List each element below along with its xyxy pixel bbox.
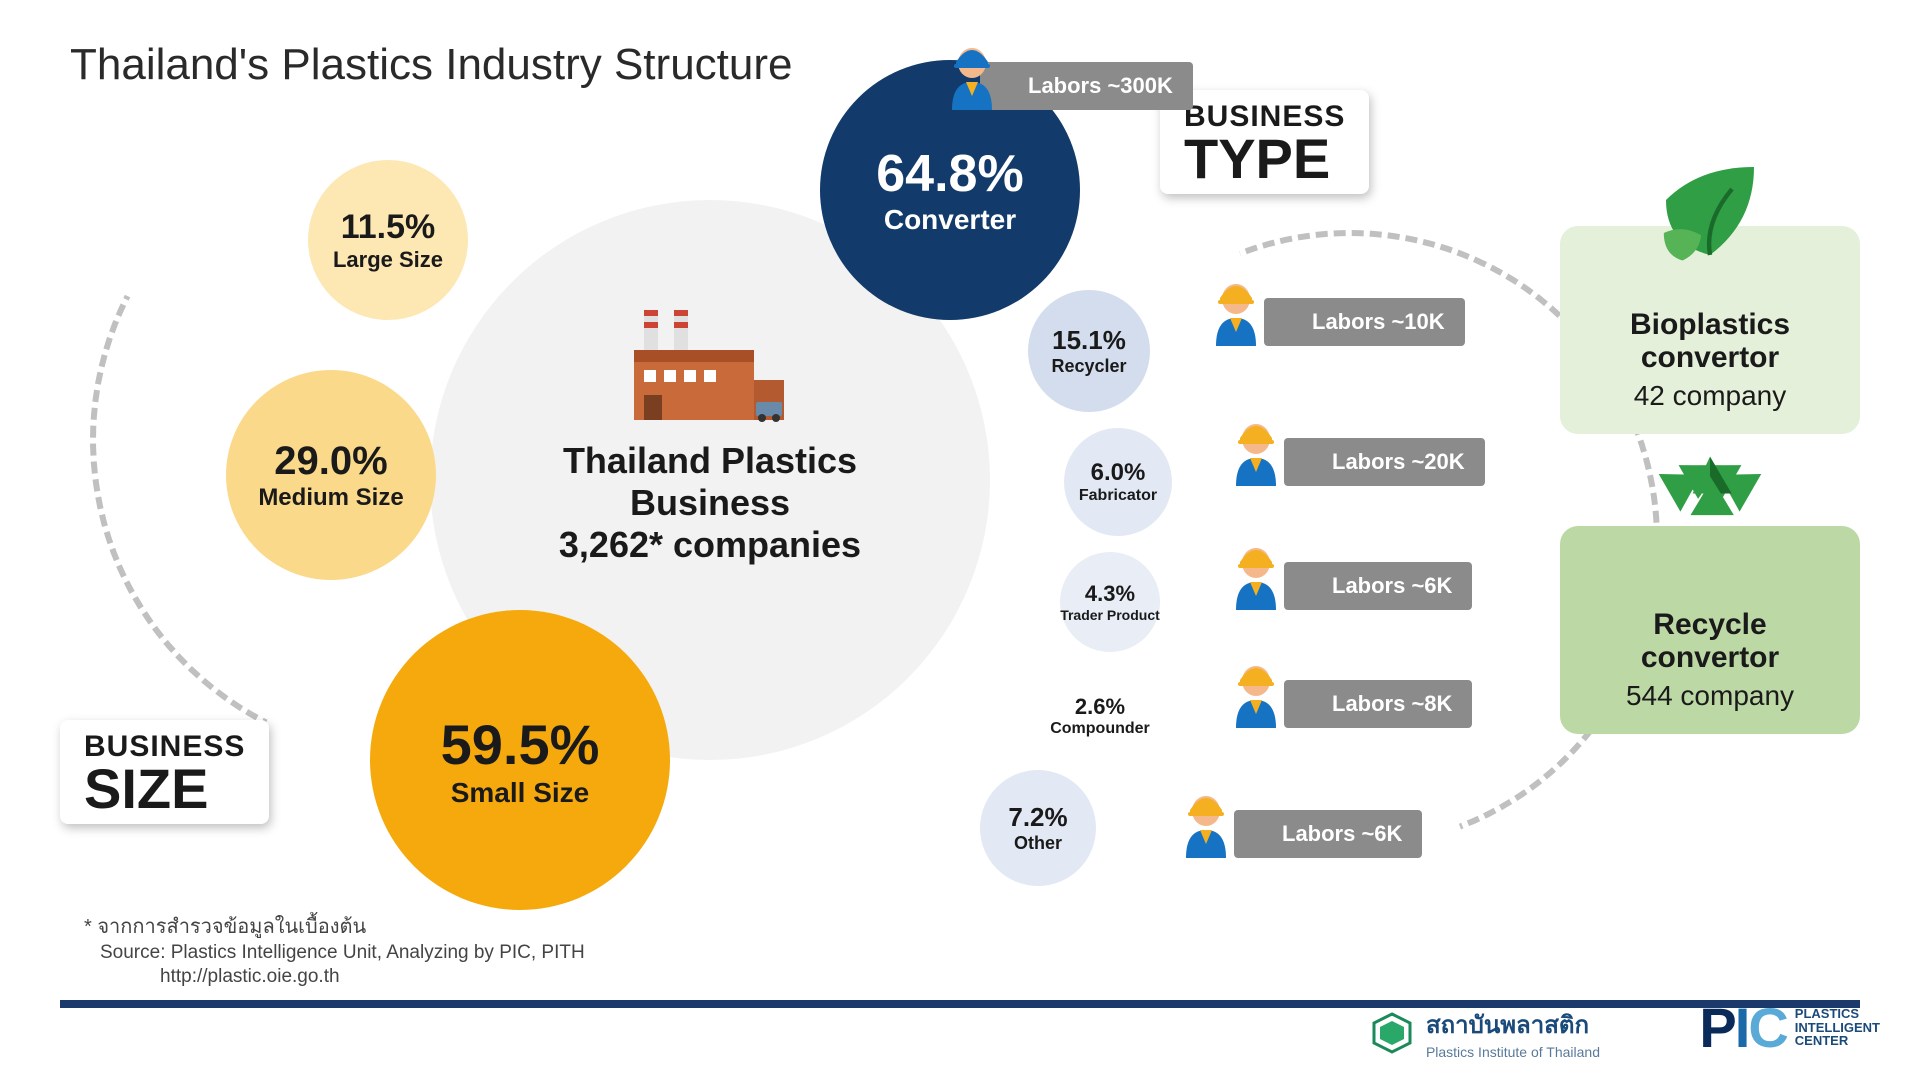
source-line1: Source: Plastics Intelligence Unit, Anal… — [100, 942, 585, 964]
bsize-h2: SIZE — [84, 764, 245, 814]
bubble-pct: 4.3% — [1085, 581, 1135, 607]
pic-wordmark: PIC — [1699, 995, 1786, 1060]
infographic-stage: Thailand's Plastics Industry Structure T… — [0, 0, 1920, 1080]
labor-tag: Labors ~20K — [1284, 438, 1485, 486]
logo-a-line1: สถาบันพลาสติก — [1426, 1005, 1600, 1044]
worker-icon — [1226, 416, 1286, 486]
bubble-compounder: 2.6% Compounder — [1050, 666, 1150, 766]
worker-icon — [1206, 276, 1266, 346]
hex-icon — [1370, 1011, 1414, 1055]
green-title1: Recycle — [1576, 608, 1844, 641]
labor-tag: Labors ~6K — [1284, 562, 1472, 610]
center-line3: 3,262* companies — [500, 524, 920, 566]
bubble-pct: 15.1% — [1052, 325, 1126, 356]
bubble-fabricator: 6.0% Fabricator — [1064, 428, 1172, 536]
worker-icon — [1176, 788, 1236, 858]
labor-tag: Labors ~6K — [1234, 810, 1422, 858]
pic-subtitle: PLASTICSINTELLIGENTCENTER — [1795, 1007, 1880, 1048]
labor-tag: Labors ~10K — [1264, 298, 1465, 346]
worker-icon — [1226, 658, 1286, 728]
bubble-label: Fabricator — [1079, 487, 1157, 505]
green-card-bioplastics: Bioplastics convertor 42 company — [1560, 226, 1860, 434]
page-title: Thailand's Plastics Industry Structure — [70, 40, 792, 90]
bubble-pct: 59.5% — [441, 712, 600, 777]
bubble-pct: 11.5% — [341, 208, 436, 247]
bubble-pct: 2.6% — [1075, 694, 1125, 720]
bubble-other: 7.2% Other — [980, 770, 1096, 886]
bubble-pct: 6.0% — [1091, 459, 1146, 487]
worker-icon — [942, 40, 1002, 110]
green-card-recycle: Recycle convertor 544 company — [1560, 526, 1860, 734]
bubble-label: Small Size — [451, 777, 590, 809]
logo-pith: สถาบันพลาสติก Plastics Institute of Thai… — [1370, 1005, 1600, 1060]
center-text: Thailand Plastics Business 3,262* compan… — [500, 440, 920, 566]
bubble-pct: 29.0% — [274, 439, 387, 484]
bubble-label: Converter — [884, 204, 1016, 236]
bubble-label: Other — [1014, 833, 1062, 854]
labor-tag: Labors ~300K — [980, 62, 1193, 110]
green-title2: convertor — [1576, 641, 1844, 674]
bubble-recycler: 15.1% Recycler — [1028, 290, 1150, 412]
bubble-label: Medium Size — [258, 484, 403, 512]
bubble-label: Trader Product — [1060, 607, 1160, 623]
green-sub: 42 company — [1576, 380, 1844, 412]
green-sub: 544 company — [1576, 680, 1844, 712]
factory-icon — [614, 300, 794, 430]
labor-tag: Labors ~8K — [1284, 680, 1472, 728]
green-title1: Bioplastics — [1576, 308, 1844, 341]
logo-a-line2: Plastics Institute of Thailand — [1426, 1044, 1600, 1060]
business-size-card: BUSINESS SIZE — [60, 720, 269, 824]
bubble-small-size: 59.5% Small Size — [370, 610, 670, 910]
bubble-label: Compounder — [1050, 720, 1150, 738]
bubble-medium-size: 29.0% Medium Size — [226, 370, 436, 580]
logo-pic: PIC PLASTICSINTELLIGENTCENTER — [1699, 995, 1880, 1060]
worker-icon — [1226, 540, 1286, 610]
bubble-label: Recycler — [1051, 356, 1126, 377]
bubble-label: Large Size — [333, 247, 443, 273]
footnote: * จากการสำรวจข้อมูลในเบื้องต้น — [84, 910, 366, 942]
bubble-pct: 64.8% — [876, 144, 1023, 204]
green-title2: convertor — [1576, 341, 1844, 374]
btype-h2: TYPE — [1184, 134, 1345, 184]
center-line2: Business — [500, 482, 920, 524]
center-line1: Thailand Plastics — [500, 440, 920, 482]
bubble-pct: 7.2% — [1008, 802, 1067, 833]
source-line2: http://plastic.oie.go.th — [160, 966, 340, 988]
bubble-large-size: 11.5% Large Size — [308, 160, 468, 320]
bubble-trader-product: 4.3% Trader Product — [1060, 552, 1160, 652]
